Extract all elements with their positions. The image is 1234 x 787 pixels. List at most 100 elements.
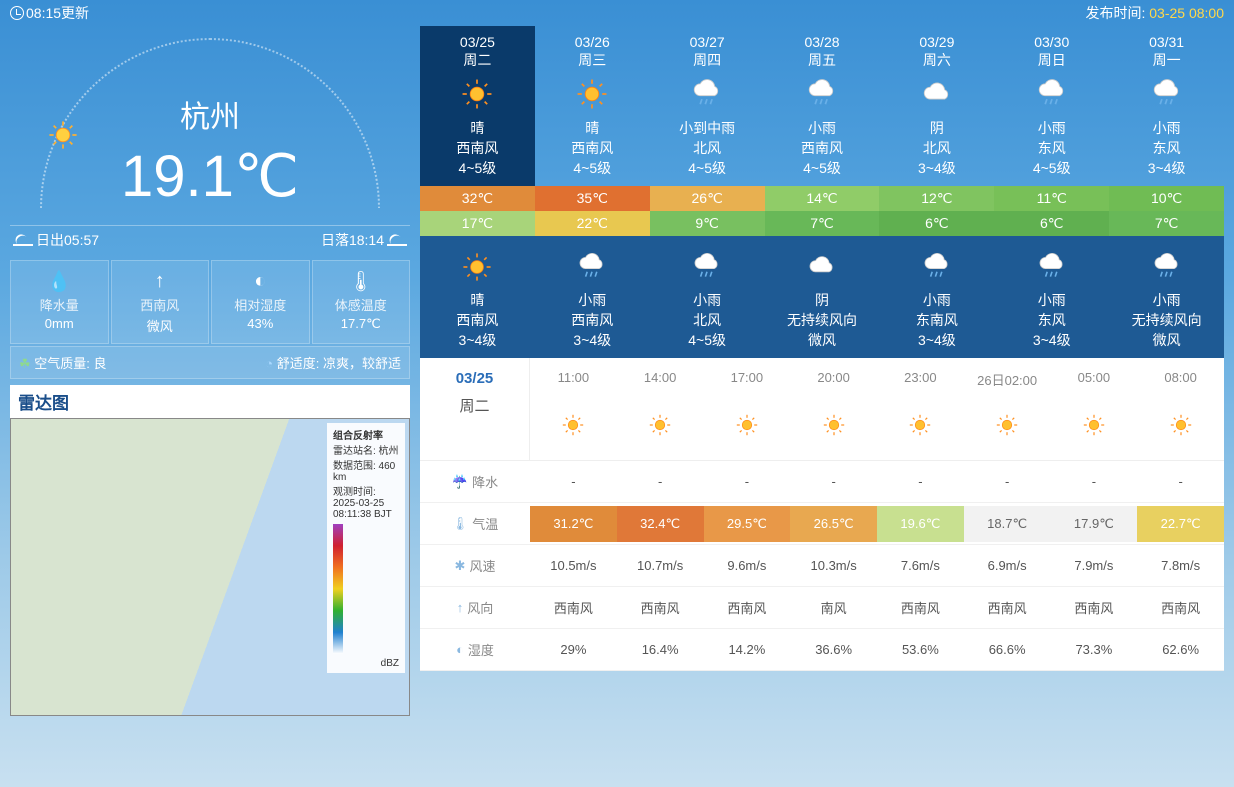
- night-03/29: 小雨东南风3~4级: [879, 236, 994, 358]
- drop-icon: 💧: [13, 269, 106, 293]
- weather-icon-rain: [654, 248, 761, 286]
- day-03/27[interactable]: 03/27周四小到中雨北风4~5级: [650, 26, 765, 186]
- hour-icon: [617, 401, 704, 452]
- sunset-icon: [387, 234, 407, 246]
- hour-cell: -: [790, 464, 877, 499]
- temp-high: 11℃: [994, 186, 1109, 211]
- weather-icon-rain: [769, 74, 876, 114]
- weather-icon-rain: [998, 248, 1105, 286]
- night-03/30: 小雨东风3~4级: [994, 236, 1109, 358]
- hour-cell: 22.7℃: [1137, 506, 1224, 542]
- hour-time: 20:00: [790, 358, 877, 401]
- hour-cell: 73.3%: [1051, 632, 1138, 667]
- hour-time: 14:00: [617, 358, 704, 401]
- hour-cell: -: [704, 464, 791, 499]
- radar-title: 雷达图: [10, 385, 410, 418]
- hourly-row-风速: ✱风速10.5m/s10.7m/s9.6m/s10.3m/s7.6m/s6.9m…: [420, 545, 1224, 587]
- hour-cell: 18.7℃: [964, 506, 1051, 542]
- temp-high: 32℃: [420, 186, 535, 211]
- weather-icon-rain: [883, 248, 990, 286]
- weather-icon-rain: [998, 74, 1105, 114]
- therm-icon: 🌡: [452, 516, 469, 532]
- weather-icon-cloud: [769, 248, 876, 286]
- publish-time: 发布时间: 03-25 08:00: [1085, 3, 1224, 23]
- hourly-row-湿度: ◐湿度29%16.4%14.2%36.6%53.6%66.6%73.3%62.6…: [420, 629, 1224, 671]
- temp-high: 14℃: [765, 186, 880, 211]
- weather-icon-sun: [424, 74, 531, 114]
- hour-icon: [964, 401, 1051, 452]
- hour-time: 05:00: [1051, 358, 1138, 401]
- winddir-icon: ↑: [457, 600, 464, 615]
- hour-cell: 32.4℃: [617, 506, 704, 542]
- day-03/30[interactable]: 03/30周日小雨东风4~5级: [994, 26, 1109, 186]
- humid-icon: ◐: [214, 269, 307, 293]
- hour-cell: 南风: [790, 588, 877, 627]
- temp-high: 26℃: [650, 186, 765, 211]
- hourly-row-气温: 🌡气温31.2℃32.4℃29.5℃26.5℃19.6℃18.7℃17.9℃22…: [420, 503, 1224, 545]
- hour-icon: [877, 401, 964, 452]
- temp-high: 10℃: [1109, 186, 1224, 211]
- hour-cell: 14.2%: [704, 632, 791, 667]
- radar-map[interactable]: 组合反射率 雷达站名: 杭州 数据范围: 460 km 观测时间: 2025-0…: [10, 418, 410, 716]
- hour-cell: -: [964, 464, 1051, 499]
- hour-cell: 10.7m/s: [617, 548, 704, 583]
- temp-low: 17℃: [420, 211, 535, 236]
- hour-cell: -: [1137, 464, 1224, 499]
- gauge-icon: ◔: [265, 356, 273, 371]
- top-bar: 08:15更新 发布时间: 03-25 08:00: [0, 0, 1234, 26]
- hour-cell: 26.5℃: [790, 506, 877, 542]
- weather-icon-cloud: [883, 74, 990, 114]
- day-03/28[interactable]: 03/28周五小雨西南风4~5级: [765, 26, 880, 186]
- current-panel: 杭州 19.1℃ 日出05:57 日落18:14 💧降水量0mm↑西南风微风◐相…: [10, 26, 410, 716]
- city-name: 杭州: [10, 92, 410, 136]
- hour-cell: 29.5℃: [704, 506, 791, 542]
- temp-low: 7℃: [1109, 211, 1224, 236]
- hour-cell: 31.2℃: [530, 506, 617, 542]
- day-03/29[interactable]: 03/29周六阴北风3~4级: [879, 26, 994, 186]
- hour-icon: [1137, 401, 1224, 452]
- hour-cell: 7.6m/s: [877, 548, 964, 583]
- stat-therm: 🌡体感温度17.7℃: [312, 260, 411, 344]
- leaf-icon: ☘: [19, 356, 31, 371]
- clock-icon: [10, 6, 24, 20]
- night-03/27: 小雨北风4~5级: [650, 236, 765, 358]
- hour-cell: 7.8m/s: [1137, 548, 1224, 583]
- stat-drop: 💧降水量0mm: [10, 260, 109, 344]
- therm-icon: 🌡: [315, 269, 408, 293]
- weather-icon-sun: [424, 248, 531, 286]
- hour-cell: 53.6%: [877, 632, 964, 667]
- hour-cell: 西南风: [1051, 588, 1138, 627]
- hourly-row-风向: ↑风向西南风西南风西南风南风西南风西南风西南风西南风: [420, 587, 1224, 629]
- windmill-icon: ✱: [455, 558, 466, 574]
- hour-cell: 10.3m/s: [790, 548, 877, 583]
- hour-time: 23:00: [877, 358, 964, 401]
- hour-cell: 16.4%: [617, 632, 704, 667]
- hour-cell: 西南风: [617, 588, 704, 627]
- hour-cell: 17.9℃: [1051, 506, 1138, 542]
- sunrise: 日出05:57: [10, 230, 99, 250]
- weather-icon-sun: [539, 74, 646, 114]
- hour-cell: 7.9m/s: [1051, 548, 1138, 583]
- hour-cell: 10.5m/s: [530, 548, 617, 583]
- day-03/25[interactable]: 03/25周二晴西南风4~5级: [420, 26, 535, 186]
- sunrise-icon: [13, 234, 33, 246]
- update-time: 08:15更新: [10, 3, 89, 23]
- temp-low: 6℃: [994, 211, 1109, 236]
- humid-icon: ◐: [456, 642, 464, 657]
- wind-icon: ↑: [114, 269, 207, 293]
- hour-cell: -: [877, 464, 964, 499]
- hour-cell: 6.9m/s: [964, 548, 1051, 583]
- temp-low: 22℃: [535, 211, 650, 236]
- raindrop-icon: ☔: [452, 474, 468, 490]
- night-03/26: 小雨西南风3~4级: [535, 236, 650, 358]
- temp-high: 35℃: [535, 186, 650, 211]
- hour-cell: 36.6%: [790, 632, 877, 667]
- day-03/31[interactable]: 03/31周一小雨东风3~4级: [1109, 26, 1224, 186]
- hour-icon: [530, 401, 617, 452]
- weather-icon-rain: [539, 248, 646, 286]
- hour-icon: [1051, 401, 1138, 452]
- hour-cell: 9.6m/s: [704, 548, 791, 583]
- forecast-panel: 03/25周二晴西南风4~5级03/26周三晴西南风4~5级03/27周四小到中…: [420, 26, 1224, 716]
- hour-icon: [704, 401, 791, 452]
- day-03/26[interactable]: 03/26周三晴西南风4~5级: [535, 26, 650, 186]
